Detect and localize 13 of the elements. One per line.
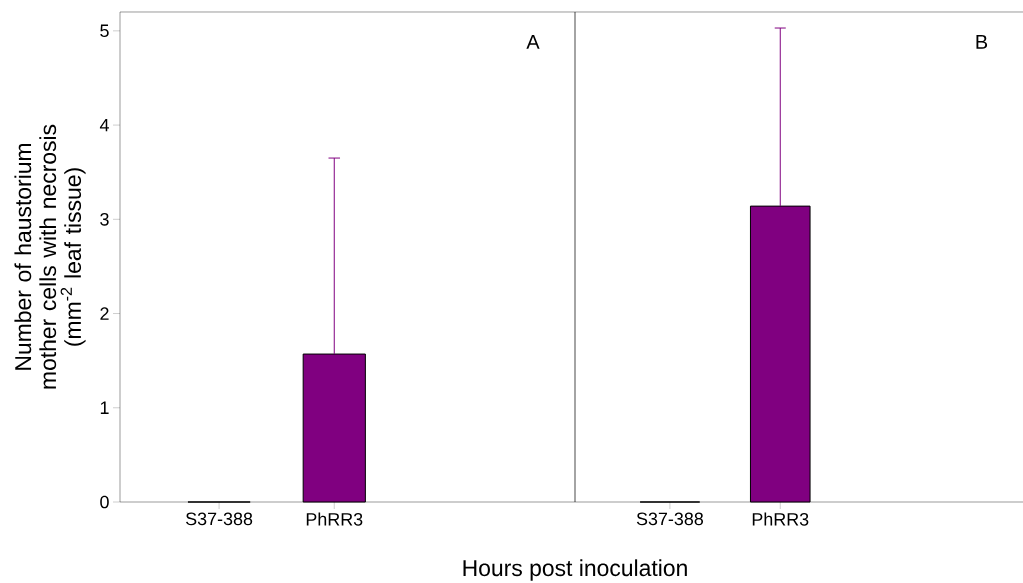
x-tick-label: S37-388 [636,512,704,526]
x-tick-label: PhRR3 [306,512,363,526]
y-tick-label: 0 [100,495,109,509]
x-tick-label: PhRR3 [752,512,809,526]
y-tick-label: 2 [100,307,109,320]
y-tick-label: 3 [100,212,109,226]
x-axis-title: Hours post inoculation [463,559,687,581]
y-tick-label: 4 [99,118,109,132]
y-tick-label: 5 [100,24,109,38]
y-tick-label: 1 [100,401,109,414]
text: B [976,35,988,49]
text: A [526,35,540,49]
x-tick-label: S37-388 [185,512,253,526]
